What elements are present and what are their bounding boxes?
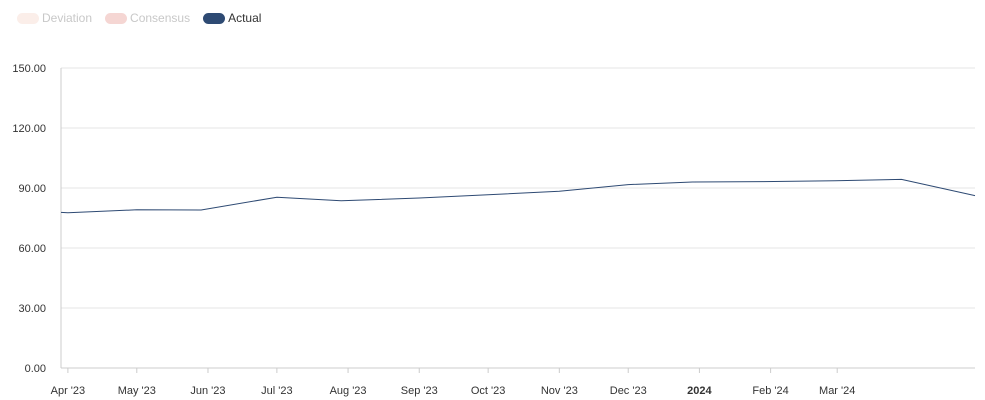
- x-tick-label: May '23: [118, 385, 156, 397]
- x-tick-label: Feb '24: [752, 385, 788, 397]
- chart-legend: Deviation Consensus Actual: [17, 11, 274, 25]
- x-tick-label: Nov '23: [541, 385, 578, 397]
- x-tick-label: Mar '24: [819, 385, 855, 397]
- y-tick-label: 60.00: [18, 243, 46, 255]
- x-tick-label: Apr '23: [51, 385, 86, 397]
- x-tick-label: Jul '23: [261, 385, 292, 397]
- x-tick-label: Oct '23: [471, 385, 506, 397]
- x-tick-label: 2024: [687, 385, 712, 397]
- legend-item-actual[interactable]: Actual: [203, 11, 261, 25]
- y-tick-label: 90.00: [18, 183, 46, 195]
- y-tick-label: 0.00: [25, 363, 46, 375]
- legend-item-deviation[interactable]: Deviation: [17, 11, 92, 25]
- legend-swatch-consensus: [105, 12, 128, 24]
- legend-label-deviation: Deviation: [42, 11, 93, 25]
- y-tick-label: 120.00: [12, 123, 46, 135]
- legend-label-actual: Actual: [228, 11, 262, 25]
- x-tick-label: Sep '23: [401, 385, 438, 397]
- legend-swatch-deviation: [17, 12, 39, 24]
- legend-item-consensus[interactable]: Consensus: [105, 11, 190, 25]
- legend-label-consensus: Consensus: [130, 11, 191, 25]
- series-line-actual: [60, 178, 976, 214]
- x-tick-label: Aug '23: [330, 385, 367, 397]
- x-tick-label: Jun '23: [190, 385, 225, 397]
- legend-swatch-actual: [203, 12, 226, 24]
- x-tick-label: Dec '23: [610, 385, 647, 397]
- y-tick-label: 30.00: [18, 303, 46, 315]
- y-tick-label: 150.00: [12, 63, 46, 75]
